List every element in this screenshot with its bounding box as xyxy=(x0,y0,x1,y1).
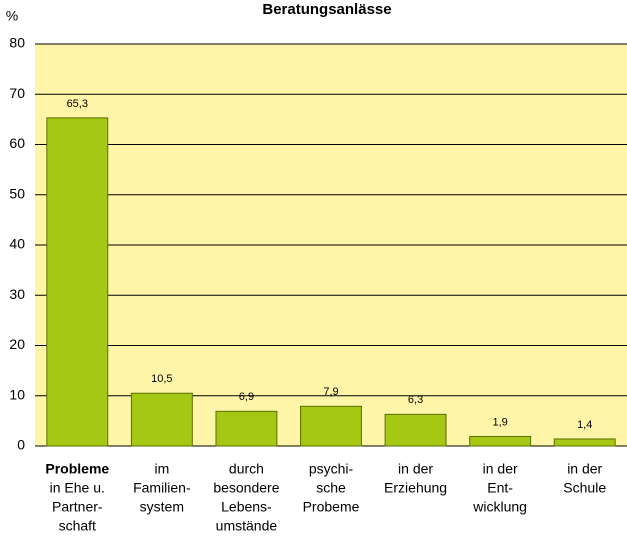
x-tick-label: in der xyxy=(398,461,433,477)
x-tick-label: Ent- xyxy=(487,480,513,496)
x-tick-label: Lebens- xyxy=(221,499,272,515)
x-tick-label: Probeme xyxy=(303,499,360,515)
y-tick-label: 0 xyxy=(17,437,25,453)
y-tick-label: 10 xyxy=(9,386,25,402)
x-tick-label: in Ehe u. xyxy=(50,480,105,496)
bar xyxy=(469,435,532,447)
chart-title: Beratungsanlässe xyxy=(262,1,391,18)
x-tick-label: Schule xyxy=(563,480,606,496)
y-tick-label: 30 xyxy=(9,286,25,302)
x-tick-label: schaft xyxy=(59,518,96,534)
bar xyxy=(130,392,193,447)
x-tick-label: Probleme xyxy=(45,461,109,477)
y-tick-label: 60 xyxy=(9,135,25,151)
y-tick-label: 40 xyxy=(9,236,25,252)
x-tick-label: Partner- xyxy=(52,499,103,515)
x-tick-label: sche xyxy=(316,480,346,496)
bar xyxy=(46,117,109,447)
x-tick-label: psychi- xyxy=(309,461,354,477)
bar xyxy=(215,410,278,447)
y-tick-label: 70 xyxy=(9,85,25,101)
x-tick-label: Familien- xyxy=(133,480,191,496)
value-label: 6,3 xyxy=(408,394,423,406)
x-tick-label: in der xyxy=(483,461,518,477)
y-tick-label: 80 xyxy=(9,35,25,51)
value-label: 6,9 xyxy=(239,391,254,403)
value-label: 7,9 xyxy=(323,386,338,398)
value-label: 1,4 xyxy=(577,419,592,431)
x-tick-label: Erziehung xyxy=(384,480,447,496)
x-tick-label: system xyxy=(140,499,184,515)
value-label: 10,5 xyxy=(151,373,172,385)
x-tick-label: wicklung xyxy=(472,499,527,515)
x-tick-label: besondere xyxy=(213,480,279,496)
x-tick-label: durch xyxy=(229,461,264,477)
bar xyxy=(300,405,362,447)
x-tick-label: umstände xyxy=(216,518,278,534)
value-label: 1,9 xyxy=(492,416,507,428)
y-axis-label: % xyxy=(6,8,18,24)
x-tick-label: im xyxy=(154,461,169,477)
y-tick-label: 20 xyxy=(9,336,25,352)
value-label: 65,3 xyxy=(67,98,88,110)
bar xyxy=(384,413,447,447)
bar xyxy=(553,438,616,447)
y-tick-label: 50 xyxy=(9,185,25,201)
x-tick-label: in der xyxy=(567,461,602,477)
